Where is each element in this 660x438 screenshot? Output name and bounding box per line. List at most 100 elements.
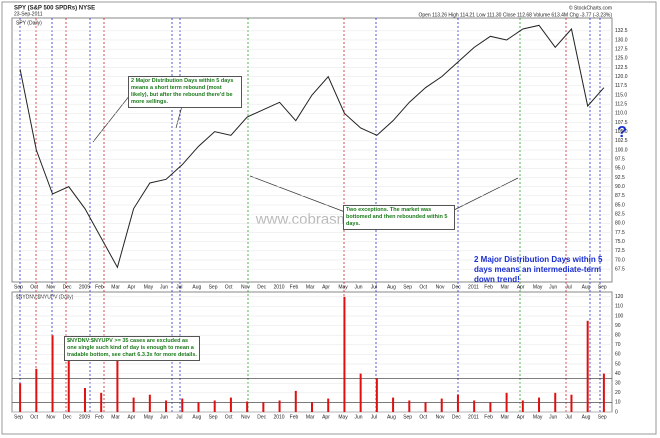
bar	[19, 383, 22, 412]
x-tick-label: 2010	[273, 414, 284, 420]
x-tick-label: Sep	[403, 414, 412, 420]
bar	[181, 398, 184, 412]
x-tick-label: Nov	[241, 284, 250, 290]
x-tick-label: Dec	[452, 414, 461, 420]
y-tick-label: 70.0	[615, 257, 625, 263]
x-tick-label: Apr	[322, 284, 330, 290]
x-tick-label: May	[533, 414, 543, 420]
bar	[278, 400, 281, 412]
annotation: $NYDNV:$NYUPV >= 35 cases are excluded a…	[64, 336, 200, 361]
y-tick-label: 90.0	[615, 184, 625, 190]
x-tick-label: Sep	[209, 284, 218, 290]
y-tick-label: 120.0	[615, 74, 628, 80]
y-tick-label: 0	[615, 409, 618, 415]
bar	[83, 388, 86, 412]
x-tick-label: Jun	[355, 284, 363, 290]
x-tick-label: Aug	[387, 414, 396, 420]
y-tick-label: 102.5	[615, 138, 628, 144]
x-tick-label: Jul	[176, 284, 182, 290]
y-tick-label: 110.0	[615, 111, 627, 117]
bar	[521, 400, 524, 412]
y-tick-label: 80.0	[615, 221, 625, 227]
bar	[311, 402, 313, 412]
x-tick-label: Oct	[30, 414, 38, 420]
y-tick-label: 50	[615, 361, 621, 367]
x-tick-label: Dec	[63, 284, 72, 290]
bar	[602, 373, 605, 412]
x-tick-label: 2011	[468, 284, 479, 290]
bar	[424, 402, 427, 412]
annotation: 2 Major Distribution Days within 5 days …	[128, 76, 242, 108]
x-tick-label: Dec	[452, 284, 461, 290]
x-tick-label: Apr	[517, 284, 525, 290]
bar	[375, 378, 378, 412]
x-tick-label: May	[533, 284, 543, 290]
x-tick-label: Aug	[192, 284, 201, 290]
bar	[246, 401, 249, 412]
x-tick-label: Jun	[160, 414, 168, 420]
y-tick-label: 100	[615, 313, 624, 319]
bar	[456, 394, 459, 412]
x-tick-label: Mar	[306, 284, 315, 290]
x-tick-label: Oct	[30, 284, 38, 290]
y-tick-label: 122.5	[615, 65, 628, 71]
x-tick-label: Jul	[565, 284, 571, 290]
y-tick-label: 120	[615, 294, 624, 300]
annotation: 2 Major Distribution Days within 5 days …	[474, 255, 603, 284]
x-tick-label: Mar	[306, 414, 315, 420]
x-tick-label: Sep	[403, 284, 412, 290]
bar	[51, 335, 54, 412]
y-tick-label: 92.5	[615, 175, 625, 181]
x-tick-label: Sep	[598, 414, 607, 420]
x-tick-label: Feb	[484, 284, 493, 290]
y-tick-label: 100.0	[615, 147, 628, 153]
y-tick-label: 70	[615, 342, 621, 348]
bar	[586, 320, 589, 412]
x-tick-label: Oct	[419, 414, 427, 420]
bar	[213, 400, 216, 412]
y-tick-label: 82.5	[615, 211, 625, 217]
bar	[359, 373, 362, 412]
y-tick-label: 10	[615, 400, 621, 406]
x-tick-label: Jun	[549, 414, 557, 420]
x-tick-label: Jul	[371, 414, 377, 420]
x-tick-label: Jun	[160, 284, 168, 290]
x-tick-label: Oct	[225, 284, 233, 290]
x-tick-label: 2010	[273, 284, 284, 290]
x-tick-label: Apr	[517, 414, 525, 420]
y-tick-label: 85.0	[615, 202, 625, 208]
bar	[116, 359, 119, 412]
panel-label: SPY (Daily)	[16, 20, 42, 26]
x-tick-label: Feb	[484, 414, 493, 420]
annotation: Two exceptions. The market was bottomed …	[343, 205, 455, 230]
x-tick-label: Jul	[565, 414, 571, 420]
bar	[570, 394, 573, 412]
y-tick-label: 112.5	[615, 101, 627, 107]
arrows	[92, 94, 519, 213]
x-tick-label: Feb	[290, 284, 299, 290]
bar	[473, 400, 476, 412]
x-tick-label: May	[338, 284, 348, 290]
x-tick-label: Jun	[355, 414, 363, 420]
bar	[327, 398, 330, 412]
question-mark: ?	[617, 124, 627, 141]
x-tick-label: Sep	[598, 284, 607, 290]
bar	[132, 397, 135, 412]
y-tick-label: 105.0	[615, 129, 628, 135]
y-tick-label: 87.5	[615, 193, 625, 199]
x-tick-label: 2009	[79, 414, 90, 420]
x-tick-label: Jun	[549, 284, 557, 290]
x-tick-label: Nov	[46, 414, 55, 420]
y-tick-label: 110	[615, 304, 623, 310]
x-tick-label: Dec	[257, 284, 266, 290]
x-tick-label: 2011	[468, 414, 479, 420]
y-tick-label: 130.0	[615, 37, 628, 43]
bar	[392, 397, 395, 412]
x-tick-label: Sep	[14, 284, 23, 290]
source: © StockCharts.com	[569, 4, 612, 11]
title: SPY (S&P 500 SPDRs) NYSE	[14, 6, 95, 12]
arrow	[249, 175, 346, 213]
bar	[294, 390, 297, 412]
bar	[262, 402, 265, 412]
